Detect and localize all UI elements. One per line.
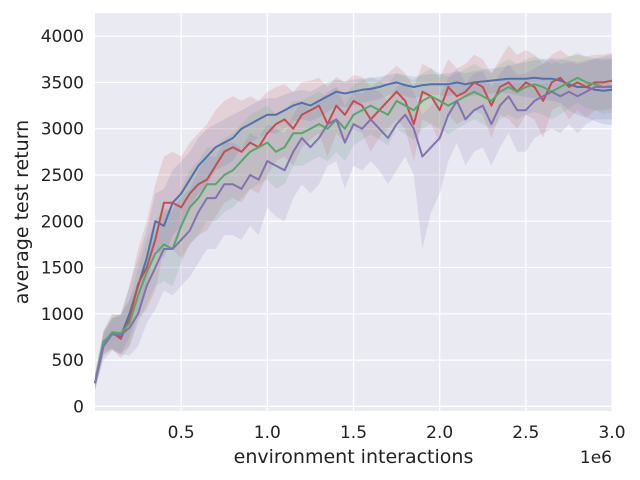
x-tick-label: 2.5 xyxy=(512,423,539,443)
y-tick-label: 2500 xyxy=(41,166,84,186)
series-lines xyxy=(94,76,613,384)
series-2-line xyxy=(94,76,613,384)
y-tick-label: 1500 xyxy=(41,259,84,279)
grid-lines xyxy=(95,13,613,411)
x-tick-label: 2.0 xyxy=(426,423,453,443)
x-tick-label: 0.5 xyxy=(168,423,195,443)
series-2-band xyxy=(95,45,612,390)
series-4-line xyxy=(94,86,612,384)
series-4-band xyxy=(95,58,612,390)
y-tick-label: 500 xyxy=(52,351,84,371)
y-tick-label: 1000 xyxy=(41,305,84,325)
x-tick-label: 1.5 xyxy=(340,423,367,443)
y-tick-label: 3500 xyxy=(41,73,84,93)
y-tick-label: 2000 xyxy=(41,212,84,232)
y-tick-label: 4000 xyxy=(41,27,84,47)
x-tick-labels: 0.5 1.0 1.5 2.0 2.5 3.0 xyxy=(168,423,626,443)
x-tick-label: 1.0 xyxy=(254,423,281,443)
series-3-line xyxy=(94,76,613,384)
y-tick-label: 0 xyxy=(73,397,84,417)
series-1-line xyxy=(94,76,613,384)
series-1-band xyxy=(95,54,612,390)
y-axis-label: average test return xyxy=(11,120,33,304)
x-tick-label: 3.0 xyxy=(598,423,625,443)
x-axis-offset-label: 1e6 xyxy=(580,448,612,468)
y-tick-labels: 0 500 1000 1500 2000 2500 3000 3500 4000 xyxy=(41,27,84,417)
x-axis-label: environment interactions xyxy=(234,446,474,468)
y-tick-label: 3000 xyxy=(41,120,84,140)
